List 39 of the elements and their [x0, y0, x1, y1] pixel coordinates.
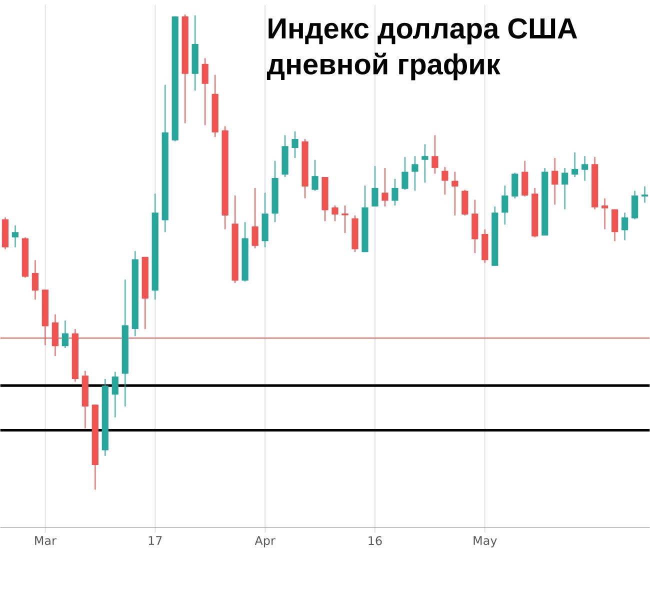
candlestick: [402, 156, 408, 191]
candlestick: [382, 168, 388, 208]
candlestick: [552, 158, 558, 206]
candlestick: [112, 372, 118, 418]
candlestick: [202, 58, 208, 126]
candlestick: [562, 168, 568, 210]
candlestick: [312, 160, 318, 192]
candlestick: [412, 156, 418, 192]
candlestick: [642, 186, 648, 204]
candlestick: [502, 185, 508, 226]
chart-title: Индекс доллара США: [268, 18, 578, 45]
candlestick: [252, 188, 258, 249]
text: дневной график: [266, 52, 500, 80]
x-tick-label: Apr: [254, 536, 276, 548]
x-tick-label: 17: [148, 536, 162, 546]
candlestick: [62, 320, 68, 349]
candlestick: [462, 190, 468, 216]
candlestick: [572, 152, 578, 178]
candlestick: [422, 144, 428, 184]
candlestick: [432, 134, 438, 174]
candlestick: [452, 171, 458, 216]
candlestick: [442, 166, 448, 196]
candlestick: [512, 172, 518, 200]
candlestick: [602, 198, 608, 230]
candlestick: [332, 205, 338, 222]
x-tick-label: May: [474, 536, 497, 548]
candlestick: [372, 166, 378, 208]
candlestick: [632, 190, 638, 220]
candlestick: [582, 156, 588, 182]
candlestick: [292, 131, 298, 159]
candlestick: [52, 314, 58, 357]
candlestick: [522, 160, 528, 198]
candlestick: [12, 225, 18, 248]
candlestick: [32, 260, 38, 300]
candlestick: [612, 209, 618, 242]
candlestick: [392, 178, 398, 206]
candlestick: [622, 212, 628, 241]
x-tick-label: 16: [368, 536, 382, 546]
x-tick-label: Mar: [35, 536, 56, 546]
